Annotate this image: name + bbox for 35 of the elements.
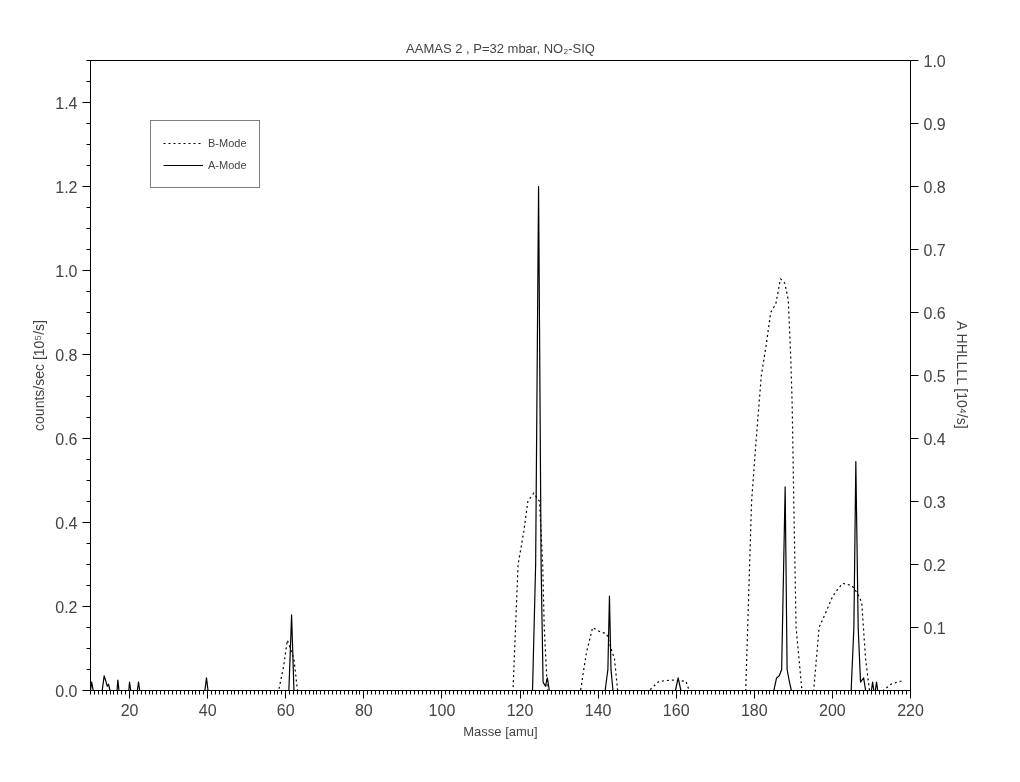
y2-tick-label: 0.8 — [923, 178, 946, 196]
x-tick-label: 120 — [506, 701, 534, 719]
y2-tick-label: 0.1 — [923, 619, 946, 637]
x-tick-label: 60 — [276, 701, 295, 719]
y2-tick-label: 0.2 — [923, 556, 946, 574]
y-axis-title: counts/sec [10⁵/s] — [31, 320, 48, 431]
y-tick-label: 1.0 — [55, 262, 78, 280]
x-tick-label: 20 — [120, 701, 139, 719]
y2-tick-label: 0.6 — [923, 304, 946, 322]
y2-tick-label: 0.3 — [923, 493, 946, 511]
y-tick-label: 1.2 — [55, 178, 78, 196]
y2-tick-label: 0.9 — [923, 115, 946, 133]
chart-title: AAMAS 2 , P=32 mbar, NO₂-SIQ — [406, 40, 595, 56]
x-tick-label: 100 — [428, 701, 456, 719]
x-tick-label: 220 — [897, 701, 924, 719]
y-tick-label: 0.2 — [55, 598, 78, 616]
y2-tick-label: 0.5 — [923, 367, 946, 385]
legend-label: B-Mode — [208, 137, 247, 149]
legend-label: A-Mode — [208, 159, 247, 171]
y2-tick-label: 1.0 — [923, 52, 946, 70]
x-tick-label: 140 — [584, 701, 612, 719]
x-tick-label: 40 — [198, 701, 217, 719]
x-axis-title: Masse [amu] — [463, 723, 538, 739]
x-tick-label: 160 — [662, 701, 690, 719]
y-tick-label: 0.6 — [55, 430, 78, 448]
y2-tick-label: 0.7 — [923, 241, 946, 259]
y2-axis-title: A HHLLLL [10⁴/s] — [953, 321, 970, 429]
y-tick-label: 0.0 — [55, 682, 78, 700]
y-tick-label: 0.8 — [55, 346, 78, 364]
y-tick-label: 1.4 — [55, 94, 78, 112]
x-tick-label: 80 — [354, 701, 373, 719]
y-tick-label: 0.4 — [55, 514, 78, 532]
y2-tick-label: 0.4 — [923, 430, 946, 448]
x-tick-label: 180 — [740, 701, 768, 719]
x-tick-label: 200 — [819, 701, 846, 719]
